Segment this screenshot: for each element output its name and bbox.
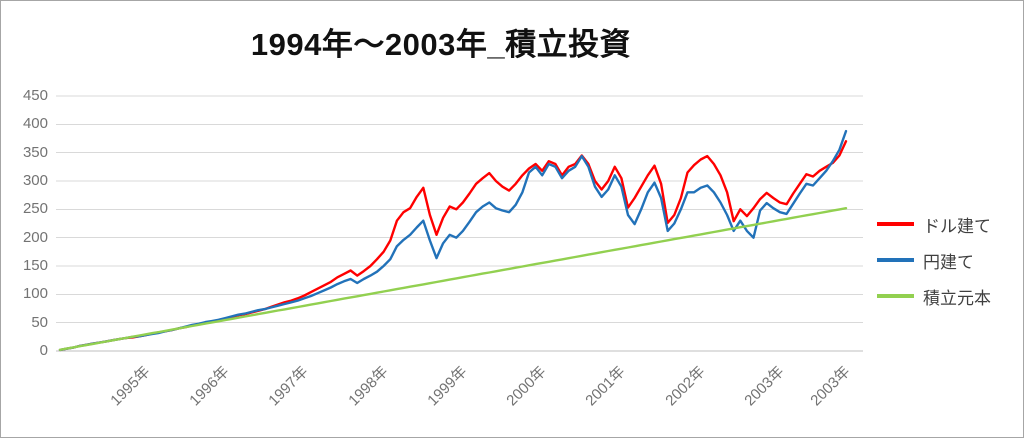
legend-item-principal: 積立元本 <box>877 278 991 314</box>
legend-item-jpy: 円建て <box>877 242 991 278</box>
legend-label: 円建て <box>923 252 974 272</box>
series-line-jpy <box>58 129 848 352</box>
series-line-usd <box>58 140 848 352</box>
chart-title: 1994年～2003年_積立投資 <box>250 27 632 62</box>
legend-line-swatch <box>877 222 914 226</box>
y-axis-tick-label: 150 <box>22 257 48 274</box>
legend-label: 積立元本 <box>923 288 991 308</box>
legend-item-usd: ドル建て <box>877 206 991 242</box>
y-axis-tick-label: 450 <box>22 87 48 104</box>
y-axis-tick-label: 300 <box>22 172 48 189</box>
legend: ドル建て円建て積立元本 <box>877 206 991 314</box>
y-axis-tick-label: 50 <box>31 313 48 331</box>
y-axis-tick-label: 250 <box>22 200 48 218</box>
y-axis-tick-label: 400 <box>22 115 48 133</box>
y-axis-tick-label: 200 <box>22 228 48 246</box>
legend-line-swatch <box>877 258 914 262</box>
legend-label: ドル建て <box>923 216 991 236</box>
legend-line-swatch <box>877 294 914 298</box>
y-axis-tick-label: 350 <box>22 143 48 161</box>
series-line-principal <box>58 206 848 351</box>
y-axis-tick-label: 100 <box>22 285 48 303</box>
y-axis-tick-label: 0 <box>39 342 48 359</box>
